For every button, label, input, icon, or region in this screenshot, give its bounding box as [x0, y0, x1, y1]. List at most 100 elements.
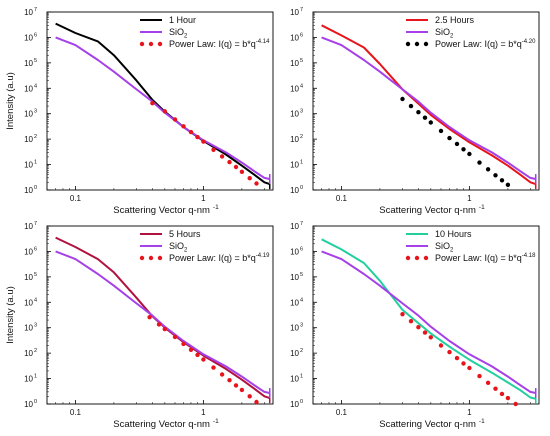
y-tick-exponent: 5 — [300, 58, 303, 64]
y-tick-label: 10 — [290, 161, 299, 170]
data-point — [428, 120, 433, 125]
x-tick-label: 0.1 — [70, 408, 82, 417]
y-tick-label: 10 — [24, 324, 33, 333]
data-point — [211, 365, 216, 370]
series-2 — [400, 96, 511, 187]
y-tick-label: 10 — [24, 273, 33, 282]
y-axis-title: Intensity (a.u) — [5, 286, 16, 344]
legend-label: Power Law: I(q) = b*q-4.14 — [169, 39, 270, 49]
data-point — [467, 365, 472, 371]
legend-swatch-dot — [139, 41, 145, 47]
data-point — [454, 141, 460, 147]
data-point — [247, 176, 252, 181]
y-tick-label: 10 — [24, 400, 33, 409]
legend-swatch-dot — [148, 255, 154, 261]
y-tick-label: 10 — [290, 349, 299, 358]
data-point — [162, 326, 167, 332]
y-tick-exponent: 3 — [300, 109, 303, 115]
data-point — [477, 373, 482, 379]
x-tick-label: 1 — [467, 408, 472, 417]
legend-label: 2.5 Hours — [435, 15, 475, 25]
y-tick-exponent: 5 — [34, 58, 37, 64]
y-tick-exponent: 2 — [300, 134, 303, 140]
y-tick-label: 10 — [290, 273, 299, 282]
data-point — [227, 378, 232, 383]
data-point — [499, 178, 505, 183]
x-axis-title: Scattering Vector q-nm -1 — [379, 204, 485, 216]
y-tick-exponent: 6 — [34, 32, 37, 38]
data-point — [254, 181, 259, 186]
y-tick-exponent: 6 — [300, 246, 303, 252]
data-point — [219, 372, 225, 377]
y-tick-exponent: 3 — [34, 323, 37, 329]
legend-swatch-dot — [405, 255, 411, 261]
data-point — [172, 117, 178, 122]
y-tick-label: 10 — [290, 135, 299, 144]
series-2 — [147, 315, 259, 405]
y-tick-exponent: 7 — [34, 7, 37, 13]
data-point — [172, 334, 178, 340]
y-tick-label: 10 — [24, 222, 33, 231]
data-point — [201, 357, 206, 362]
data-point — [408, 319, 414, 324]
y-tick-exponent: 0 — [300, 185, 303, 191]
series-line — [321, 250, 536, 394]
data-point — [400, 96, 405, 102]
legend-swatch-dot — [405, 41, 411, 47]
data-point — [461, 147, 466, 152]
x-tick-label: 0.1 — [336, 194, 348, 203]
data-point — [147, 315, 152, 320]
y-tick-exponent: 7 — [34, 221, 37, 227]
y-tick-exponent: 2 — [300, 348, 303, 354]
x-tick-label: 1 — [201, 408, 206, 417]
series-1 — [55, 250, 271, 399]
data-point — [493, 386, 498, 391]
data-point — [211, 147, 216, 152]
series-0 — [321, 24, 537, 190]
data-point — [239, 387, 245, 393]
series-line — [55, 250, 270, 394]
data-point — [493, 173, 498, 178]
y-tick-exponent: 5 — [300, 272, 303, 278]
y-tick-label: 10 — [290, 186, 299, 195]
series-1 — [321, 250, 537, 399]
y-tick-exponent: 6 — [34, 246, 37, 252]
y-tick-label: 10 — [290, 298, 299, 307]
x-tick-label: 0.1 — [70, 194, 82, 203]
data-point — [438, 343, 444, 348]
y-tick-label: 10 — [290, 324, 299, 333]
data-point — [447, 135, 452, 141]
y-tick-exponent: 7 — [300, 7, 303, 13]
legend-swatch-dot — [414, 255, 420, 261]
data-point — [447, 349, 452, 355]
data-point — [416, 325, 421, 330]
data-point — [428, 335, 433, 340]
plot-frame — [312, 11, 540, 191]
y-tick-label: 10 — [24, 247, 33, 256]
data-point — [162, 109, 167, 114]
y-tick-exponent: 4 — [300, 297, 303, 303]
data-point — [505, 182, 511, 187]
data-point — [485, 380, 491, 385]
series-2 — [150, 101, 259, 186]
data-point — [188, 347, 194, 352]
legend-label: 5 Hours — [169, 229, 201, 239]
legend-label: SiO2 — [435, 27, 454, 40]
series-line — [321, 36, 536, 180]
data-point — [188, 129, 194, 135]
y-tick-label: 10 — [24, 161, 33, 170]
y-tick-exponent: 5 — [34, 272, 37, 278]
x-tick-label: 1 — [467, 194, 472, 203]
data-point — [181, 124, 186, 129]
y-tick-label: 10 — [24, 349, 33, 358]
series-line — [321, 238, 536, 400]
data-point — [247, 394, 252, 399]
y-tick-exponent: 2 — [34, 134, 37, 140]
data-point — [408, 103, 414, 109]
data-point — [195, 352, 200, 358]
